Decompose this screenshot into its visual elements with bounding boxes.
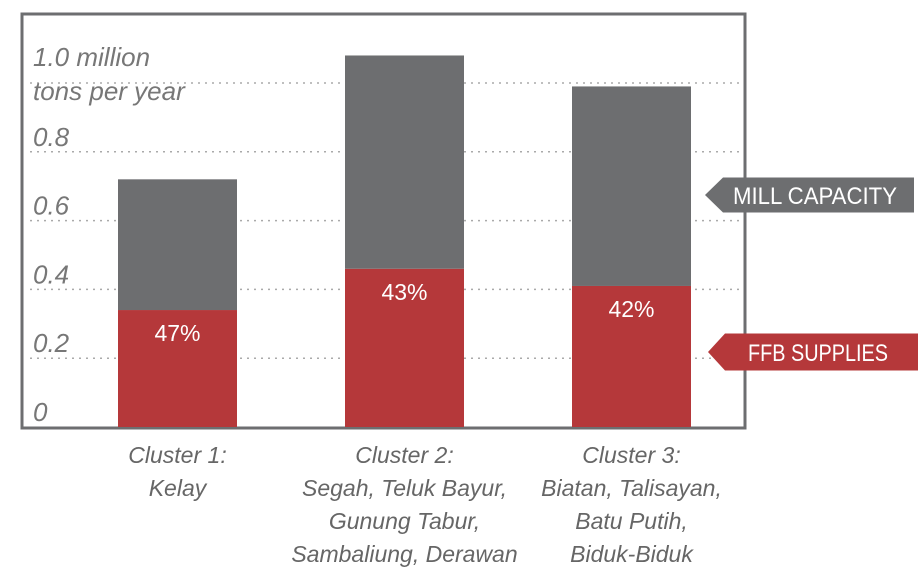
y-tick-label: 0.8 [33, 122, 70, 152]
y-tick-label: 0 [33, 397, 48, 427]
y-tick-label: 0.4 [33, 259, 69, 289]
bar-segment [118, 310, 237, 427]
legend-label: FFB SUPPLIES [748, 340, 888, 367]
x-tick-label: Cluster 3: Biatan, Talisayan, Batu Putih, B… [541, 442, 722, 567]
x-tick-label: Cluster 2: Segah, Teluk Bayur, Gunung Tabu… [291, 442, 517, 567]
legend-swatch [705, 177, 914, 213]
bar-segment [345, 268, 464, 427]
bar-percent-label: 42% [608, 296, 654, 322]
bar-segment [572, 285, 691, 427]
bar-segment [118, 179, 237, 311]
y-tick-label: 1.0 million tons per year [33, 42, 186, 106]
x-tick-label: Cluster 1: Kelay [128, 442, 226, 501]
y-tick-label: 0.6 [33, 191, 70, 221]
legend-label: MILL CAPACITY [733, 183, 897, 210]
bar-percent-label: 47% [154, 320, 200, 346]
bar-segment [572, 86, 691, 286]
y-tick-label: 0.2 [33, 328, 70, 358]
plot-frame [20, 12, 747, 430]
bar-segment [345, 55, 464, 269]
legend-swatch [708, 333, 918, 371]
bar-percent-label: 43% [381, 279, 427, 305]
